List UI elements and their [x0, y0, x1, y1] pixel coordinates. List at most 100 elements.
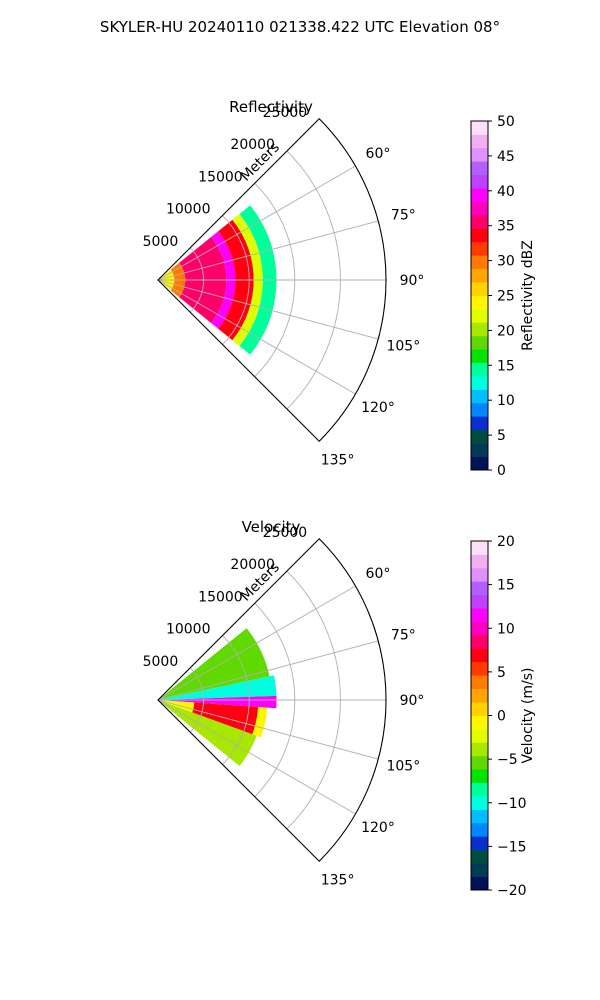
colorbar-tick-label: 0	[497, 709, 506, 725]
colorbar-segment	[471, 228, 488, 243]
colorbar-label: Velocity (m/s)	[520, 668, 536, 764]
colorbar-segment	[471, 416, 488, 431]
colorbar-tick-label: 25	[497, 289, 515, 305]
colorbar-segment	[471, 376, 488, 390]
colorbar-segment	[471, 362, 488, 377]
colorbar-segment	[471, 634, 488, 649]
colorbar-segment	[471, 121, 488, 135]
colorbar-tick-label: 35	[497, 219, 515, 235]
range-tick-label: 15000	[198, 589, 243, 605]
colorbar-segment	[471, 836, 488, 851]
colorbar-segment	[471, 147, 488, 162]
azimuth-tick-label: 60°	[366, 566, 391, 582]
colorbar-segment	[471, 809, 488, 824]
azimuth-tick-label: 90°	[400, 693, 425, 709]
colorbar-segment	[471, 389, 488, 404]
colorbar-segment	[471, 567, 488, 582]
colorbar-segment	[471, 863, 488, 877]
azimuth-tick-label: 105°	[386, 759, 420, 775]
colorbar-tick-label: 10	[497, 621, 515, 637]
reflectivity-band	[211, 231, 236, 329]
colorbar-segment	[471, 214, 488, 229]
colorbar-tick-label: 0	[497, 463, 506, 479]
colorbar-tick-label: 30	[497, 254, 515, 270]
colorbar-segment	[471, 241, 488, 256]
range-tick-label: 25000	[263, 105, 308, 121]
range-tick-label: 25000	[263, 525, 308, 541]
azimuth-gridline	[157, 279, 379, 340]
colorbar-segment	[471, 876, 488, 891]
colorbar-tick-label: 15	[497, 578, 515, 594]
colorbar-segment	[471, 188, 488, 202]
colorbar-segment	[471, 675, 488, 690]
velocity-sector	[158, 695, 277, 709]
polar-frame	[157, 118, 387, 442]
colorbar-segment	[471, 594, 488, 609]
radar-panel-reflectivity: Reflectivity500010000150002000025000Mete…	[143, 98, 536, 479]
polar-grid	[157, 150, 386, 410]
colorbar-segment	[471, 769, 488, 784]
azimuth-gridline	[157, 585, 356, 701]
colorbar-segment	[471, 755, 488, 770]
colorbar: 0 5 10 15 20 25 30 35 40 45 50 Reflectivity dBZ	[470, 114, 536, 479]
colorbar-segment	[471, 796, 488, 810]
colorbar-segment	[471, 335, 488, 350]
colorbar-segment	[471, 688, 488, 703]
colorbar-tick-label: 20	[497, 323, 515, 339]
polar-frame	[157, 538, 387, 862]
range-tick-label: 5000	[143, 654, 179, 670]
colorbar-segment	[471, 322, 488, 337]
colorbar-segment	[471, 581, 488, 596]
figure-title: SKYLER-HU 20240110 021338.422 UTC Elevat…	[100, 18, 500, 36]
colorbar-segment	[471, 608, 488, 622]
colorbar-tick-label: 20	[497, 534, 515, 550]
colorbar-segment	[471, 782, 488, 797]
range-tick-label: 10000	[166, 202, 211, 218]
azimuth-tick-label: 60°	[366, 146, 391, 162]
colorbar-tick-label: −15	[497, 839, 527, 855]
reflectivity-band	[239, 205, 277, 355]
colorbar: −20 −15 −10 −5 0 5 10 15 20 Velocity (m/s)	[470, 534, 536, 899]
azimuth-gridline	[157, 279, 356, 395]
polar-grid	[157, 570, 386, 830]
colorbar-tick-label: 5	[497, 665, 506, 681]
colorbar-segment	[471, 621, 488, 636]
azimuth-tick-label: 75°	[391, 627, 416, 643]
colorbar-tick-label: 50	[497, 114, 515, 130]
velocity-sector	[158, 628, 270, 700]
data-layer	[158, 628, 277, 767]
range-tick-label: 20000	[230, 137, 275, 153]
azimuth-tick-label: 75°	[391, 207, 416, 223]
panel-title: Reflectivity	[229, 98, 313, 116]
colorbar-segment	[471, 728, 488, 743]
colorbar-segment	[471, 661, 488, 676]
range-tick-label: 5000	[143, 234, 179, 250]
reflectivity-band	[232, 213, 263, 347]
colorbar-segment	[471, 554, 488, 569]
colorbar-tick-label: −20	[497, 883, 527, 899]
colorbar-segment	[471, 308, 488, 323]
colorbar-tick-label: 45	[497, 149, 515, 165]
velocity-sector	[158, 675, 277, 700]
colorbar-tick-label: 5	[497, 428, 506, 444]
range-tick-label: 10000	[166, 622, 211, 638]
colorbar-segment	[471, 268, 488, 283]
range-tick-label: 15000	[198, 169, 243, 185]
colorbar-segment	[471, 282, 488, 296]
colorbar-tick-label: −5	[497, 752, 518, 768]
azimuth-tick-label: 135°	[321, 873, 355, 889]
range-tick-label: 20000	[230, 557, 275, 573]
colorbar-segment	[471, 443, 488, 457]
azimuth-tick-label: 135°	[321, 453, 355, 469]
azimuth-gridline	[157, 699, 379, 760]
velocity-sector	[158, 700, 257, 767]
colorbar-segment	[471, 349, 488, 364]
azimuth-gridline	[157, 220, 379, 281]
colorbar-tick-label: 10	[497, 393, 515, 409]
colorbar-segment	[471, 541, 488, 555]
colorbar-segment	[471, 648, 488, 663]
colorbar-segment	[471, 742, 488, 757]
azimuth-gridline	[157, 640, 379, 701]
